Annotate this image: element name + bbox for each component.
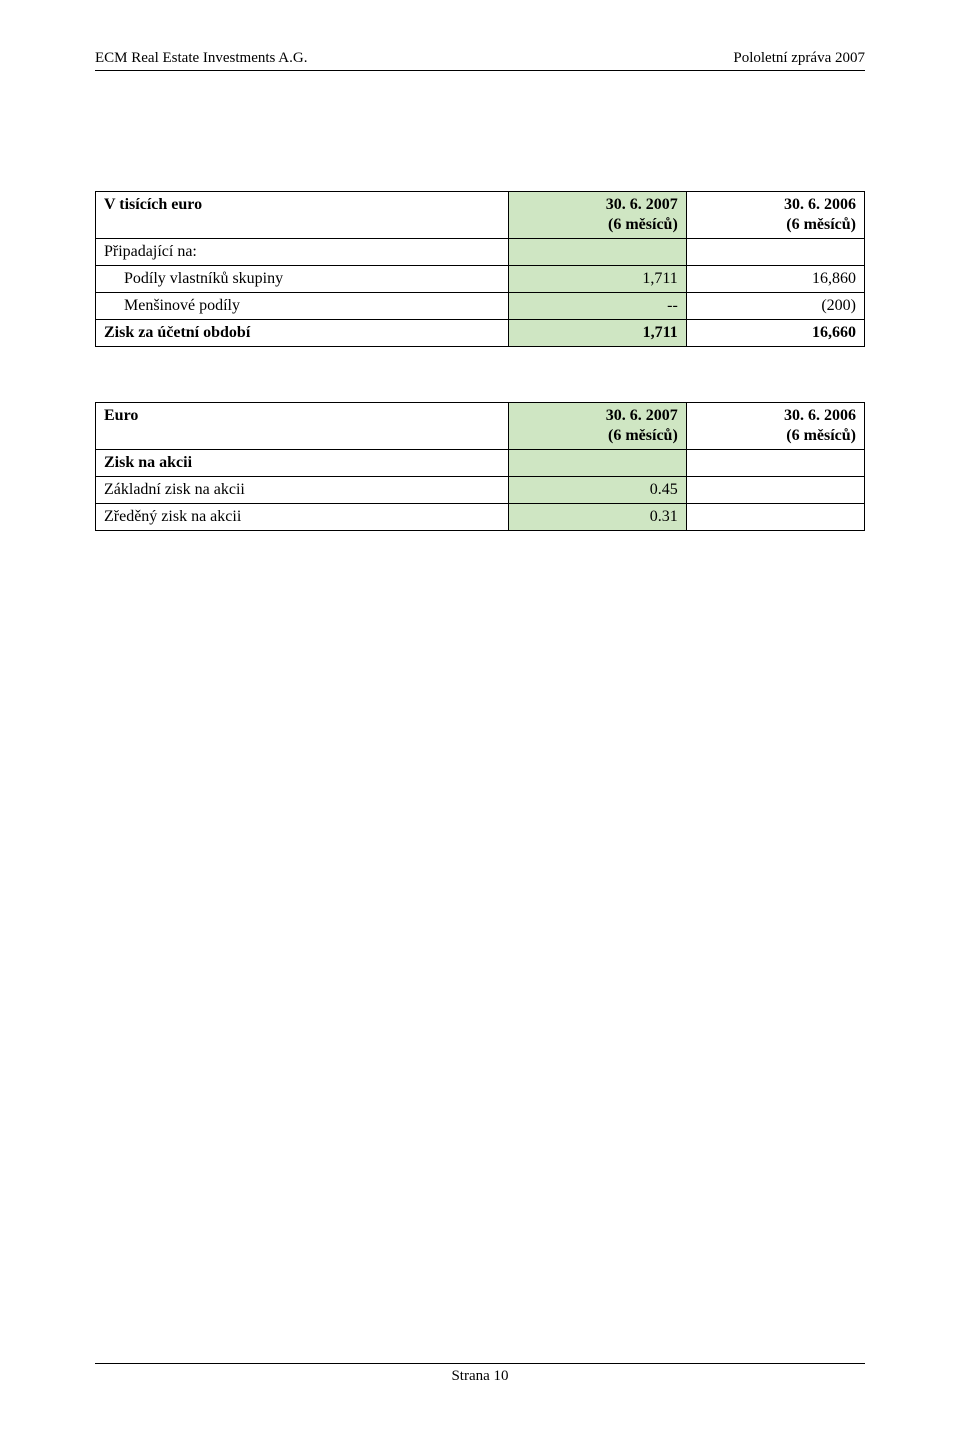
t2-r0-v1 <box>508 450 686 477</box>
t1-r1-v2: 16,860 <box>686 266 864 293</box>
table-row: Zisk na akcii <box>96 450 865 477</box>
table-2: Euro 30. 6. 2007 (6 měsíců) 30. 6. 2006 … <box>95 402 865 531</box>
t2-r1-v1: 0.45 <box>508 477 686 504</box>
table-2-header-row: Euro 30. 6. 2007 (6 měsíců) 30. 6. 2006 … <box>96 403 865 450</box>
table-row: Zisk za účetní období 1,711 16,660 <box>96 320 865 347</box>
table-1: V tisících euro 30. 6. 2007 (6 měsíců) 3… <box>95 191 865 347</box>
header-right: Pololetní zpráva 2007 <box>733 50 865 67</box>
t1-header-col1-line2: (6 měsíců) <box>608 216 678 233</box>
t2-r0-v2 <box>686 450 864 477</box>
t1-r3-v1: 1,711 <box>508 320 686 347</box>
t2-header-label-text: Euro <box>104 407 138 424</box>
t1-r2-label: Menšinové podíly <box>96 293 509 320</box>
t1-r2-v2: (200) <box>686 293 864 320</box>
t1-r2-v1: -- <box>508 293 686 320</box>
table-row: Zředěný zisk na akcii 0.31 <box>96 504 865 531</box>
t1-r3-label: Zisk za účetní období <box>96 320 509 347</box>
t1-header-col1-line1: 30. 6. 2007 <box>606 196 678 213</box>
table-1-header-row: V tisících euro 30. 6. 2007 (6 měsíců) 3… <box>96 192 865 239</box>
table-row: Základní zisk na akcii 0.45 <box>96 477 865 504</box>
page-footer: Strana 10 <box>95 1363 865 1385</box>
page-number: Strana 10 <box>451 1368 508 1384</box>
t1-header-col2: 30. 6. 2006 (6 měsíců) <box>686 192 864 239</box>
t2-r0-label: Zisk na akcii <box>96 450 509 477</box>
t2-r2-label: Zředěný zisk na akcii <box>96 504 509 531</box>
t2-r1-v2 <box>686 477 864 504</box>
t2-header-col1-line1: 30. 6. 2007 <box>606 407 678 424</box>
table-row: Menšinové podíly -- (200) <box>96 293 865 320</box>
t2-header-col1-line2: (6 měsíců) <box>608 427 678 444</box>
t1-r0-label: Připadající na: <box>96 239 509 266</box>
header-left: ECM Real Estate Investments A.G. <box>95 50 307 67</box>
table-row: Připadající na: <box>96 239 865 266</box>
t2-header-col1: 30. 6. 2007 (6 měsíců) <box>508 403 686 450</box>
t2-header-col2-line2: (6 měsíců) <box>786 427 856 444</box>
t1-r1-label: Podíly vlastníků skupiny <box>96 266 509 293</box>
t1-r3-v2: 16,660 <box>686 320 864 347</box>
t1-r0-v2 <box>686 239 864 266</box>
t2-r2-v2 <box>686 504 864 531</box>
t1-r0-v1 <box>508 239 686 266</box>
table-row: Podíly vlastníků skupiny 1,711 16,860 <box>96 266 865 293</box>
t1-header-label: V tisících euro <box>96 192 509 239</box>
t1-r1-v1: 1,711 <box>508 266 686 293</box>
t2-header-label: Euro <box>96 403 509 450</box>
t1-header-col2-line1: 30. 6. 2006 <box>784 196 856 213</box>
t2-header-col2: 30. 6. 2006 (6 měsíců) <box>686 403 864 450</box>
t2-header-col2-line1: 30. 6. 2006 <box>784 407 856 424</box>
page-header: ECM Real Estate Investments A.G. Pololet… <box>95 50 865 71</box>
t2-r1-label: Základní zisk na akcii <box>96 477 509 504</box>
t1-header-col1: 30. 6. 2007 (6 měsíců) <box>508 192 686 239</box>
t1-header-label-text: V tisících euro <box>104 196 202 213</box>
t1-header-col2-line2: (6 měsíců) <box>786 216 856 233</box>
t2-r2-v1: 0.31 <box>508 504 686 531</box>
